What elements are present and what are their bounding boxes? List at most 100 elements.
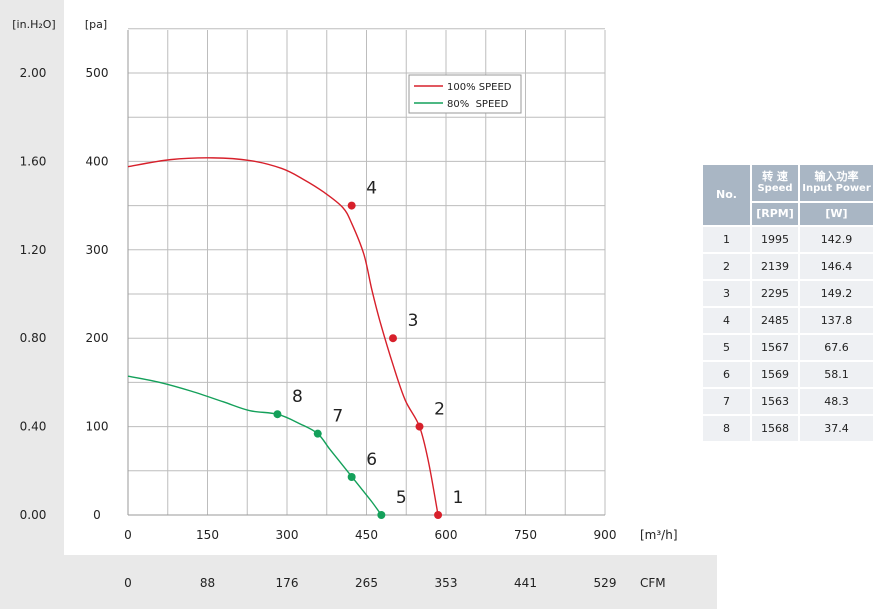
table-body: 1 1995 142.9 2 2139 146.4 3 2295 149.2 4 2485 137.8… xyxy=(703,227,873,441)
data-point-8 xyxy=(273,410,282,419)
cell-power: 37.4 xyxy=(800,416,873,441)
data-point-2 xyxy=(415,422,424,431)
y-tick-label-pa: 400 xyxy=(86,154,109,168)
data-point-label-6: 6 xyxy=(366,450,377,470)
cell-no: 5 xyxy=(703,335,750,360)
x-tick-label-cfm: 441 xyxy=(514,576,537,590)
cell-power: 58.1 xyxy=(800,362,873,387)
curve-80-speed xyxy=(127,375,382,516)
legend-label-80-speed: 80% SPEED xyxy=(447,99,509,110)
x-tick-label-m3h: 450 xyxy=(355,528,378,542)
data-point-1 xyxy=(434,511,443,519)
y-tick-label-inh2o: 1.60 xyxy=(20,154,47,168)
curve-100-speed xyxy=(127,157,439,516)
header-power-en: Input Power xyxy=(802,183,871,194)
cell-rpm: 1567 xyxy=(752,335,798,360)
x-axis-unit-cfm: CFM xyxy=(640,576,666,590)
data-point-label-8: 8 xyxy=(292,387,303,407)
data-points: 1 2 3 4 56 7 8 xyxy=(273,179,463,519)
cell-rpm: 1569 xyxy=(752,362,798,387)
cell-no: 2 xyxy=(703,254,750,279)
y-tick-label-inh2o: 0.40 xyxy=(20,420,47,434)
bottom-axis-panel xyxy=(0,555,717,609)
x-tick-label-m3h: 300 xyxy=(276,528,299,542)
y-tick-label-inh2o: 1.20 xyxy=(20,243,47,257)
table-row: 4 2485 137.8 xyxy=(703,308,873,333)
data-point-label-3: 3 xyxy=(408,311,419,331)
header-rpm-unit: [RPM] xyxy=(752,203,798,225)
cell-power: 149.2 xyxy=(800,281,873,306)
cell-power: 67.6 xyxy=(800,335,873,360)
cell-power: 137.8 xyxy=(800,308,873,333)
y-tick-label-pa: 100 xyxy=(86,420,109,434)
legend: 100% SPEED 80% SPEED xyxy=(408,74,522,114)
header-speed-en: Speed xyxy=(757,183,793,194)
data-point-label-5: 5 xyxy=(396,488,407,508)
cell-rpm: 1563 xyxy=(752,389,798,414)
y-tick-label-pa: 500 xyxy=(86,66,109,80)
header-speed-cn: 转 速 xyxy=(762,170,788,183)
table-row: 1 1995 142.9 xyxy=(703,227,873,252)
y-tick-label-inh2o: 2.00 xyxy=(20,66,47,80)
x-tick-label-cfm: 176 xyxy=(276,576,299,590)
y-axis-unit-inh2o: [in.H₂O] xyxy=(12,18,55,31)
table-row: 2 2139 146.4 xyxy=(703,254,873,279)
cell-no: 1 xyxy=(703,227,750,252)
cell-power: 142.9 xyxy=(800,227,873,252)
cell-power: 146.4 xyxy=(800,254,873,279)
data-point-label-1: 1 xyxy=(453,488,464,508)
cell-rpm: 2139 xyxy=(752,254,798,279)
header-w-unit: [W] xyxy=(800,203,873,225)
data-point-5 xyxy=(377,511,386,519)
header-speed: 转 速 Speed xyxy=(752,165,798,201)
y-tick-label-pa: 300 xyxy=(86,243,109,257)
x-tick-label-m3h: 750 xyxy=(514,528,537,542)
y-axis-unit-pa: [pa] xyxy=(85,18,107,31)
table-row: 5 1567 67.6 xyxy=(703,335,873,360)
x-tick-label-cfm: 353 xyxy=(435,576,458,590)
header-power-cn: 输入功率 xyxy=(814,170,859,183)
table-row: 3 2295 149.2 xyxy=(703,281,873,306)
x-tick-label-cfm: 529 xyxy=(594,576,617,590)
table-row: 6 1569 58.1 xyxy=(703,362,873,387)
left-axis-panel xyxy=(0,0,64,609)
curves xyxy=(127,157,439,516)
y-tick-label-pa: 0 xyxy=(93,508,101,522)
data-point-6 xyxy=(347,472,356,481)
y-tick-label-inh2o: 0.00 xyxy=(20,508,47,522)
speed-power-table: No. 转 速 Speed 输入功率 Input Power [RPM] [W]… xyxy=(701,163,875,443)
data-point-label-4: 4 xyxy=(366,179,377,199)
table-row: 8 1568 37.4 xyxy=(703,416,873,441)
data-point-label-7: 7 xyxy=(332,407,343,427)
plot-panel xyxy=(64,0,717,555)
data-point-7 xyxy=(313,429,322,438)
y-tick-label-pa: 200 xyxy=(86,331,109,345)
x-tick-label-cfm: 88 xyxy=(200,576,215,590)
grid xyxy=(127,28,606,516)
data-point-label-2: 2 xyxy=(434,400,445,420)
cell-rpm: 1995 xyxy=(752,227,798,252)
data-point-3 xyxy=(389,334,397,343)
cell-rpm: 2295 xyxy=(752,281,798,306)
table-row: 7 1563 48.3 xyxy=(703,389,873,414)
cell-no: 7 xyxy=(703,389,750,414)
x-tick-label-cfm: 0 xyxy=(124,576,132,590)
x-tick-label-m3h: 0 xyxy=(124,528,132,542)
cell-power: 48.3 xyxy=(800,389,873,414)
cell-no: 8 xyxy=(703,416,750,441)
cell-no: 4 xyxy=(703,308,750,333)
cell-rpm: 2485 xyxy=(752,308,798,333)
cell-no: 6 xyxy=(703,362,750,387)
x-tick-label-m3h: 900 xyxy=(594,528,617,542)
y-tick-label-inh2o: 0.80 xyxy=(20,331,47,345)
x-axis-unit-m3h: [m³/h] xyxy=(640,528,678,542)
axis-labels: [pa][in.H₂O]5002.004001.603001.202000.80… xyxy=(12,18,677,590)
header-power: 输入功率 Input Power xyxy=(800,165,873,201)
legend-label-100-speed: 100% SPEED xyxy=(447,82,512,93)
cell-rpm: 1568 xyxy=(752,416,798,441)
x-tick-label-cfm: 265 xyxy=(355,576,378,590)
legend-box xyxy=(408,74,522,114)
x-tick-label-m3h: 600 xyxy=(435,528,458,542)
cell-no: 3 xyxy=(703,281,750,306)
